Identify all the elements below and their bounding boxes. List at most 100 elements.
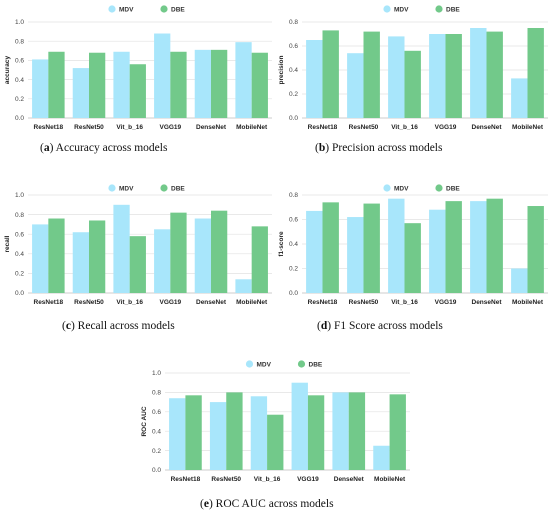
legend-label: MDV (394, 185, 409, 192)
bar-mdv-vit_b_16 (113, 204, 130, 293)
legend-swatch (160, 5, 168, 13)
y-axis-label: f1-score (278, 231, 285, 257)
y-tick-label: 0.6 (15, 231, 24, 238)
caption-paren-open: ( (200, 498, 204, 510)
caption-paren-close: ) (209, 498, 213, 510)
bar-dbe-vgg19 (445, 34, 462, 118)
y-tick-label: 0.2 (152, 448, 161, 455)
legend-swatch (160, 184, 168, 192)
bar-dbe-densenet (348, 392, 366, 470)
y-tick-label: 0.0 (15, 115, 24, 122)
legend-label: DBE (446, 6, 460, 13)
caption-text: Accuracy across models (53, 142, 168, 154)
bar-dbe-vgg19 (170, 51, 187, 119)
y-tick-label: 1.0 (152, 370, 161, 377)
y-tick-label: 0.8 (152, 390, 161, 397)
bar-dbe-vgg19 (170, 212, 187, 293)
bar-dbe-densenet (486, 198, 503, 293)
caption-paren-open: ( (317, 320, 321, 332)
x-tick-label: Vit_b_16 (391, 124, 418, 131)
bar-dbe-resnet18 (322, 202, 339, 293)
bar-mdv-resnet18 (306, 210, 323, 293)
x-tick-label: Vit_b_16 (254, 476, 281, 483)
x-tick-label: MobileNet (512, 299, 544, 306)
legend-swatch (435, 184, 443, 192)
bar-mdv-densenet (470, 28, 487, 118)
bar-dbe-resnet18 (322, 30, 339, 118)
y-tick-label: 0.2 (15, 271, 24, 278)
legend-label: DBE (309, 361, 323, 368)
bar-dbe-vit_b_16 (404, 223, 421, 293)
x-tick-label: ResNet18 (308, 124, 338, 131)
bar-dbe-resnet50 (89, 220, 106, 293)
y-tick-label: 0.8 (289, 192, 298, 199)
bar-mdv-resnet50 (72, 232, 89, 293)
bar-mdv-densenet (470, 201, 487, 293)
caption-letter: d (321, 320, 328, 332)
y-tick-label: 0.0 (289, 115, 298, 122)
y-tick-label: 0.8 (15, 38, 24, 45)
y-axis-label: recall (4, 235, 11, 252)
chart-panel-a: 0.0 0.2 0.4 0.6 0.8 1.0 accuracy ResNet18 ResNet… (4, 5, 272, 154)
y-tick-label: 0.4 (15, 251, 24, 258)
bar-mdv-resnet50 (347, 217, 364, 293)
legend-label: MDV (119, 185, 134, 192)
y-tick-label: 0.4 (289, 241, 298, 248)
bar-dbe-resnet50 (89, 52, 106, 118)
bar-mdv-densenet (194, 49, 211, 119)
bar-dbe-resnet18 (185, 395, 202, 470)
legend-label: MDV (119, 6, 134, 13)
bar-dbe-vgg19 (307, 395, 325, 470)
y-tick-label: 0.8 (15, 212, 24, 219)
bar-mdv-vgg19 (429, 34, 446, 118)
chart-caption: (c) Recall across models (62, 320, 175, 332)
x-tick-label: ResNet50 (74, 299, 104, 306)
chart-caption: (a) Accuracy across models (40, 142, 168, 154)
chart-panel-b: 0.0 0.2 0.4 0.6 0.8 precision ResNet18 ResNet50… (278, 5, 548, 154)
bar-mdv-mobilenet (511, 78, 528, 118)
y-axis-label: accuracy (4, 56, 11, 85)
y-tick-label: 0.2 (15, 96, 24, 103)
bar-dbe-mobilenet (389, 394, 406, 470)
bar-dbe-vit_b_16 (129, 236, 146, 293)
x-tick-label: ResNet50 (349, 124, 379, 131)
caption-letter: e (204, 498, 209, 510)
bar-dbe-mobilenet (251, 226, 268, 293)
bar-mdv-mobilenet (235, 279, 252, 293)
x-tick-label: VGG19 (435, 124, 457, 131)
x-tick-label: VGG19 (297, 476, 319, 483)
x-tick-label: Vit_b_16 (116, 299, 143, 306)
x-tick-label: DenseNet (196, 124, 227, 131)
chart-caption: (b) Precision across models (315, 142, 443, 154)
x-tick-label: MobileNet (236, 124, 268, 131)
legend-label: DBE (446, 185, 460, 192)
caption-letter: c (66, 320, 71, 332)
bar-dbe-densenet (211, 210, 228, 293)
x-tick-label: DenseNet (472, 124, 503, 131)
x-tick-label: DenseNet (472, 299, 503, 306)
chart-panel-d: 0.0 0.2 0.4 0.6 0.8 f1-score ResNet18 ResNet50 V… (278, 184, 548, 332)
chart-panel-e: 0.0 0.2 0.4 0.6 0.8 1.0 ROC AUC ResNet18 ResNet5… (141, 360, 410, 510)
y-tick-label: 0.4 (152, 428, 161, 435)
caption-letter: a (44, 142, 50, 154)
bar-mdv-vgg19 (154, 229, 171, 293)
x-tick-label: ResNet50 (211, 476, 241, 483)
chart-caption: (e) ROC AUC across models (200, 498, 334, 510)
bar-dbe-mobilenet (527, 28, 544, 118)
x-tick-label: Vit_b_16 (116, 124, 143, 131)
y-tick-label: 1.0 (15, 192, 24, 199)
bar-mdv-vgg19 (429, 209, 446, 293)
y-tick-label: 0.2 (289, 266, 298, 273)
y-tick-label: 0.0 (152, 467, 161, 474)
bar-mdv-mobilenet (373, 445, 390, 470)
bar-dbe-vit_b_16 (404, 50, 421, 118)
x-tick-label: ResNet50 (349, 299, 379, 306)
bar-mdv-resnet18 (32, 224, 49, 293)
bar-dbe-mobilenet (527, 206, 544, 293)
bar-mdv-resnet18 (306, 40, 323, 118)
legend-swatch (108, 5, 116, 13)
legend-swatch (245, 360, 254, 368)
caption-paren-close: ) (50, 142, 54, 154)
bar-dbe-vit_b_16 (267, 414, 284, 470)
